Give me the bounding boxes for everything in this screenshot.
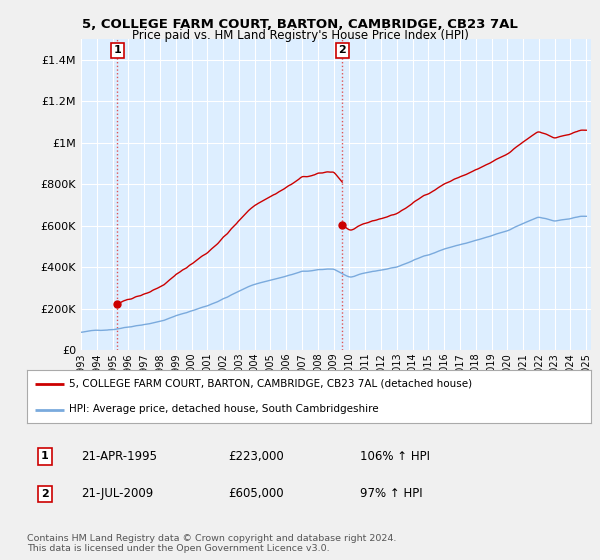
Text: 97% ↑ HPI: 97% ↑ HPI bbox=[360, 487, 422, 501]
Text: £223,000: £223,000 bbox=[228, 450, 284, 463]
Text: 2: 2 bbox=[41, 489, 49, 499]
Text: 1: 1 bbox=[113, 45, 121, 55]
Text: 21-JUL-2009: 21-JUL-2009 bbox=[81, 487, 153, 501]
Text: 5, COLLEGE FARM COURT, BARTON, CAMBRIDGE, CB23 7AL: 5, COLLEGE FARM COURT, BARTON, CAMBRIDGE… bbox=[82, 18, 518, 31]
Text: HPI: Average price, detached house, South Cambridgeshire: HPI: Average price, detached house, Sout… bbox=[70, 404, 379, 414]
Text: 106% ↑ HPI: 106% ↑ HPI bbox=[360, 450, 430, 463]
Text: 5, COLLEGE FARM COURT, BARTON, CAMBRIDGE, CB23 7AL (detached house): 5, COLLEGE FARM COURT, BARTON, CAMBRIDGE… bbox=[70, 379, 472, 389]
Text: 1: 1 bbox=[41, 451, 49, 461]
Text: Price paid vs. HM Land Registry's House Price Index (HPI): Price paid vs. HM Land Registry's House … bbox=[131, 29, 469, 42]
Text: £605,000: £605,000 bbox=[228, 487, 284, 501]
Text: 2: 2 bbox=[338, 45, 346, 55]
Text: 21-APR-1995: 21-APR-1995 bbox=[81, 450, 157, 463]
Text: Contains HM Land Registry data © Crown copyright and database right 2024.
This d: Contains HM Land Registry data © Crown c… bbox=[27, 534, 397, 553]
